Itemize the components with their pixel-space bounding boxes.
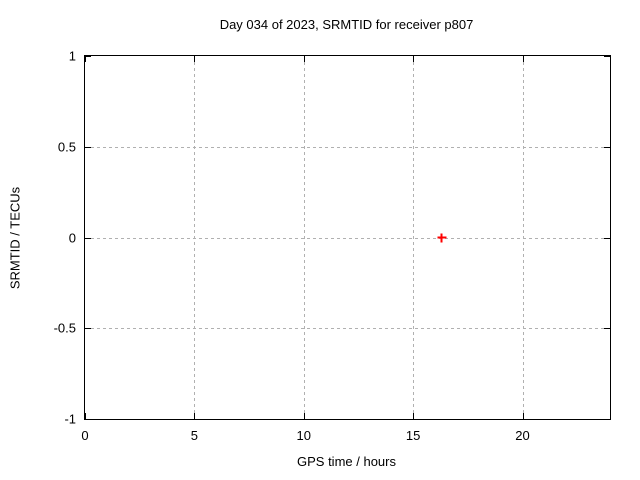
data-point-marker (437, 233, 447, 242)
y-tick-mark (604, 237, 610, 239)
x-tick-mark (522, 413, 524, 419)
x-tick-mark (522, 56, 524, 62)
x-tick-mark (194, 413, 196, 419)
y-tick-mark (85, 419, 91, 420)
x-tick-mark (413, 56, 415, 62)
x-axis-label: GPS time / hours (297, 454, 396, 469)
x-tick-label: 0 (81, 428, 89, 443)
y-tick-label: 1 (68, 48, 76, 64)
x-tick-mark (303, 413, 305, 419)
y-tick-mark (604, 56, 610, 57)
y-tick-label: 0 (68, 230, 76, 245)
y-tick-mark (85, 146, 91, 148)
x-tick-label: 15 (405, 428, 421, 443)
x-tick-mark (85, 413, 86, 419)
x-tick-mark (303, 56, 305, 62)
y-gridline (85, 328, 610, 330)
y-tick-mark (85, 237, 91, 239)
y-tick-mark (604, 146, 610, 148)
x-tick-label: 20 (515, 428, 530, 443)
y-tick-mark (85, 328, 91, 330)
x-tick-mark (413, 413, 415, 419)
y-tick-label: -0.5 (53, 320, 76, 336)
chart-title: Day 034 of 2023, SRMTID for receiver p80… (219, 17, 474, 32)
y-gridline (85, 237, 610, 239)
y-gridline (85, 146, 610, 148)
x-tick-label: 5 (190, 428, 198, 443)
y-tick-mark (85, 56, 91, 57)
y-tick-mark (604, 419, 610, 420)
y-axis-label: SRMTID / TECUs (7, 186, 23, 290)
x-tick-mark (194, 56, 196, 62)
x-tick-mark (85, 56, 86, 62)
y-tick-mark (604, 328, 610, 330)
y-tick-label: 0.5 (57, 139, 76, 155)
y-tick-label: -1 (64, 411, 76, 427)
x-tick-label: 10 (296, 428, 311, 443)
plot-area: 0 5 10 15 20 -1 -0.5 0 0.5 1 (54, 49, 611, 443)
